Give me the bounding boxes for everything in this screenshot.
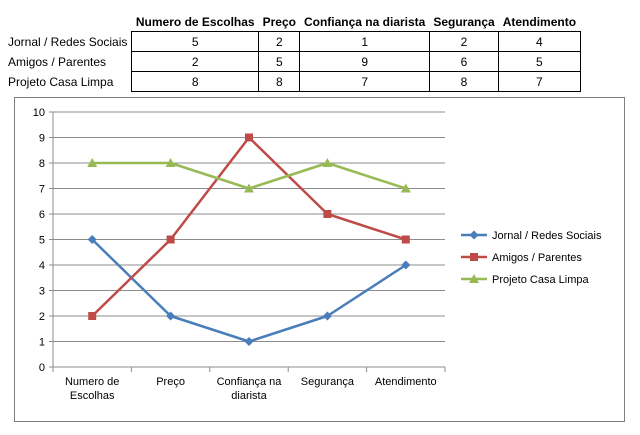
data-point xyxy=(165,158,176,167)
table-cell: 7 xyxy=(498,71,581,92)
table-cell: 5 xyxy=(258,51,301,72)
data-point xyxy=(88,312,97,320)
y-tick-label: 6 xyxy=(39,209,45,221)
table-header-cell: Segurança xyxy=(429,12,499,32)
table-cell: 2 xyxy=(428,31,500,52)
data-point xyxy=(244,337,254,346)
data-point xyxy=(401,235,410,244)
x-tick-label: Numero de Escolhas xyxy=(65,376,119,402)
table-cell: 6 xyxy=(428,51,500,72)
table-row: Jornal / Redes Sociais 5 2 1 2 4 xyxy=(6,31,581,52)
x-tick-label: Atendimento xyxy=(375,376,437,388)
table-cell: 2 xyxy=(131,51,260,72)
y-tick-label: 0 xyxy=(39,362,45,374)
table-cell: 8 xyxy=(428,71,500,92)
table-cell: 5 xyxy=(498,51,581,72)
line-chart: 0 1 2 3 4 5 6 7 8 9 10 Numero de Escolhas Preço Confia… xyxy=(14,97,625,422)
legend-swatch-marker xyxy=(469,274,479,283)
data-point xyxy=(400,183,411,193)
table-cell: 7 xyxy=(299,71,430,92)
data-point xyxy=(401,260,411,270)
table-header-cell: Confiança na diarista xyxy=(299,12,430,32)
table-cell: 4 xyxy=(498,31,581,52)
table-cell: 8 xyxy=(258,71,301,92)
legend-label: Amigos / Parentes xyxy=(492,252,582,264)
data-point xyxy=(323,210,332,218)
table-header-cell: Atendimento xyxy=(498,12,581,32)
table-cell: 2 xyxy=(258,31,301,52)
x-tick-label: Segurança xyxy=(301,376,355,388)
data-point xyxy=(322,311,332,321)
table-cell: 9 xyxy=(299,51,430,72)
legend-swatch-marker xyxy=(470,253,478,261)
table-cell: 5 xyxy=(131,31,260,52)
x-tick-label: Preço xyxy=(156,376,185,388)
legend-label: Jornal / Redes Sociais xyxy=(492,230,602,242)
data-point xyxy=(87,235,97,244)
y-tick-label: 4 xyxy=(39,260,45,272)
y-tick-label: 7 xyxy=(39,184,45,196)
y-tick-label: 9 xyxy=(39,133,45,145)
table-header-cell: Numero de Escolhas xyxy=(131,12,259,32)
data-table: Numero de Escolhas Preço Confiança na di… xyxy=(6,12,581,92)
table-row-label: Projeto Casa Limpa xyxy=(8,74,114,89)
y-tick-label: 1 xyxy=(39,337,45,349)
legend-label: Projeto Casa Limpa xyxy=(492,274,589,286)
y-tick-label: 5 xyxy=(39,235,45,247)
legend-swatch-marker xyxy=(469,230,479,240)
data-point xyxy=(166,311,176,321)
data-point xyxy=(244,183,254,193)
table-row-label: Jornal / Redes Sociais xyxy=(8,34,128,49)
table-header-cell: Preço xyxy=(258,12,300,32)
table-row-label: Amigos / Parentes xyxy=(8,54,107,69)
data-point xyxy=(166,235,175,244)
y-tick-label: 2 xyxy=(39,311,45,323)
table-row: Projeto Casa Limpa 8 8 7 8 7 xyxy=(6,71,581,92)
x-tick-label: Confiança na diarista xyxy=(217,376,283,402)
y-tick-label: 3 xyxy=(39,286,45,298)
chart-plot: 0 1 2 3 4 5 6 7 8 9 10 Numero de Escolhas Preço Confia… xyxy=(33,107,602,402)
y-tick-label: 8 xyxy=(39,158,45,170)
table-row: Amigos / Parentes 2 5 9 6 5 xyxy=(6,51,581,72)
table-corner xyxy=(6,12,132,32)
data-point xyxy=(322,158,333,167)
table-cell: 8 xyxy=(131,71,260,92)
series-line xyxy=(91,136,407,317)
y-tick-label: 10 xyxy=(33,107,45,119)
table-header-row: Numero de Escolhas Preço Confiança na di… xyxy=(6,12,581,32)
table-cell: 1 xyxy=(299,31,430,52)
data-point xyxy=(245,133,253,142)
data-point xyxy=(87,158,98,167)
